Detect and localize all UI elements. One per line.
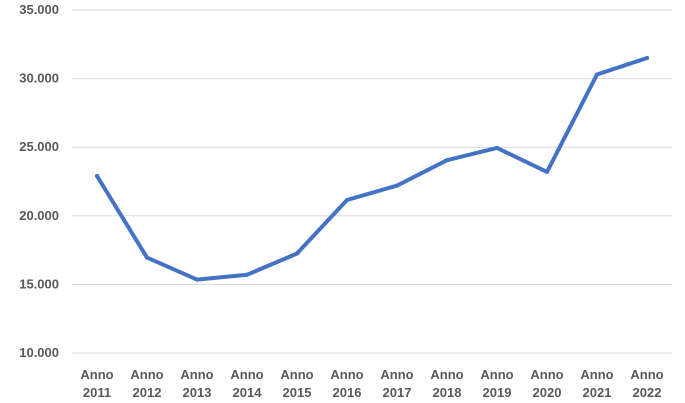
data-point <box>595 72 599 77</box>
data-point <box>245 272 249 277</box>
x-tick-label: Anno 2012 <box>130 367 163 400</box>
y-tick-label: 35.000 <box>19 2 59 17</box>
x-tick-label: Anno 2022 <box>630 367 663 400</box>
x-tick-label: Anno 2011 <box>80 367 113 400</box>
y-tick-label: 20.000 <box>19 208 59 223</box>
series-line <box>95 56 649 282</box>
grid-lines <box>72 9 672 354</box>
data-point <box>545 169 549 174</box>
series-layer <box>95 56 649 282</box>
y-tick-label: 30.000 <box>19 71 59 86</box>
y-tick-label: 10.000 <box>19 345 59 360</box>
y-tick-label: 25.000 <box>19 139 59 154</box>
x-tick-label: Anno 2019 <box>480 367 513 400</box>
x-tick-label: Anno 2015 <box>280 367 313 400</box>
y-tick-label: 15.000 <box>19 276 59 291</box>
data-point <box>395 183 399 188</box>
x-tick-label: Anno 2014 <box>230 367 263 400</box>
x-axis-tick-labels: Anno 2011 Anno 2012 Anno 2013 Anno 2014 Anno 2015… <box>80 367 663 400</box>
x-tick-label: Anno 2016 <box>330 367 363 400</box>
x-tick-label: Anno 2013 <box>180 367 213 400</box>
data-point <box>345 198 349 203</box>
data-point <box>445 158 449 163</box>
data-point <box>295 251 299 256</box>
data-point <box>95 174 99 179</box>
x-tick-label: Anno 2021 <box>580 367 613 400</box>
y-axis-tick-labels: 10.000 15.000 20.000 25.000 30.000 35.000 <box>19 2 59 360</box>
data-point <box>195 277 199 282</box>
x-tick-label: Anno 2018 <box>430 367 463 400</box>
data-point <box>145 255 149 260</box>
x-tick-label: Anno 2020 <box>530 367 563 400</box>
data-point <box>645 56 649 61</box>
x-tick-label: Anno 2017 <box>380 367 413 400</box>
data-point <box>495 145 499 150</box>
